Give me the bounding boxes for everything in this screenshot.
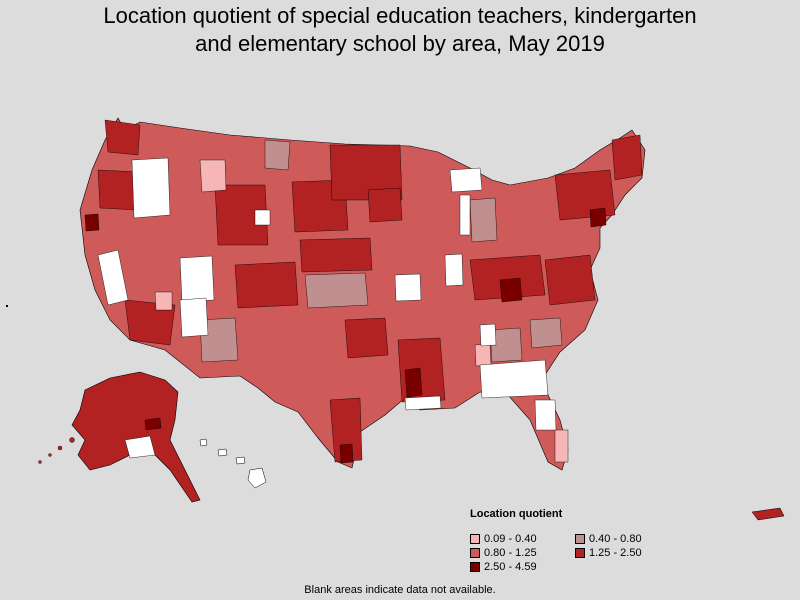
region-alabama-north — [474, 343, 492, 367]
region-nodata-illinois — [444, 253, 464, 287]
legend-label-3: 1.25 - 2.50 — [589, 546, 642, 559]
region-arkansas — [344, 317, 389, 359]
region-ms-delta — [404, 367, 423, 398]
legend-grid: 0.09 - 0.40 0.40 - 0.80 0.80 - 1.25 1.25… — [470, 532, 710, 573]
highest-lq-regions — [84, 207, 607, 464]
region-colorado — [234, 261, 299, 309]
region-nodata-alabama — [479, 323, 497, 347]
region-nebraska — [299, 237, 373, 273]
legend-item-4: 2.50 - 4.59 — [470, 560, 575, 573]
legend-title: Location quotient — [470, 508, 563, 520]
low-lq-regions — [154, 159, 569, 463]
edge-mark — [6, 305, 8, 307]
legend-swatch-0 — [470, 533, 480, 544]
region-nodata-nevada — [179, 255, 215, 303]
high-lq-regions — [97, 119, 643, 463]
legend-item-1: 0.40 - 0.80 — [575, 532, 680, 545]
region-georgia-north — [489, 327, 523, 363]
region-ne-corridor — [589, 207, 607, 228]
region-new-mexico-east — [199, 317, 239, 363]
hawaii-big-island — [247, 467, 267, 489]
region-nodata-michigan-west — [459, 194, 471, 236]
region-utah-south — [154, 291, 173, 311]
region-north-dakota — [329, 144, 403, 201]
map-title: Location quotient of special education t… — [0, 2, 800, 58]
legend-swatch-1 — [575, 533, 585, 544]
hawaii-oahu — [217, 448, 228, 457]
region-nodata-wyoming — [254, 209, 271, 226]
region-nodata-nevada-south — [179, 297, 209, 338]
region-minnesota — [367, 187, 403, 223]
alaska-highest — [144, 417, 162, 431]
legend-swatch-4 — [470, 561, 480, 572]
legend-swatch-2 — [470, 547, 480, 558]
region-washington-west — [104, 119, 141, 156]
legend-item-2: 0.80 - 1.25 — [470, 546, 575, 559]
region-maine — [611, 134, 643, 181]
footnote: Blank areas indicate data not available. — [304, 584, 496, 596]
region-nodata-florida — [534, 399, 557, 431]
region-kansas — [304, 272, 369, 309]
region-idaho-central — [199, 159, 227, 193]
legend-item-0: 0.09 - 0.40 — [470, 532, 575, 545]
legend-label-1: 0.40 - 0.80 — [589, 532, 642, 545]
region-kentucky — [469, 254, 546, 301]
region-ca-inland — [84, 213, 100, 232]
region-south-carolina — [529, 317, 563, 349]
aleutian-islands — [38, 437, 75, 464]
region-nodata-missouri — [394, 273, 422, 302]
region-nodata-ca-central — [97, 249, 129, 306]
legend-item-3: 1.25 - 2.50 — [575, 546, 680, 559]
hawaii — [199, 438, 267, 489]
puerto-rico — [751, 507, 785, 521]
region-michigan — [469, 197, 498, 243]
hawaii-kauai — [199, 438, 208, 447]
alaska-nodata — [124, 435, 156, 459]
region-nodata-gulf — [404, 395, 442, 411]
legend: Location quotient 0.09 - 0.40 0.40 - 0.8… — [470, 508, 710, 573]
region-texas-tip — [339, 443, 354, 464]
legend-swatch-3 — [575, 547, 585, 558]
region-nodata-idaho — [131, 157, 171, 219]
region-florida-south — [554, 429, 569, 463]
region-montana-east — [264, 139, 291, 171]
legend-label-0: 0.09 - 0.40 — [484, 532, 537, 545]
region-new-york — [554, 169, 616, 221]
no-data-regions — [97, 157, 557, 431]
region-texas-south — [329, 397, 363, 463]
hawaii-maui — [235, 456, 246, 465]
legend-label-2: 0.80 - 1.25 — [484, 546, 537, 559]
region-nodata-southeast — [479, 359, 549, 399]
region-virginia — [544, 254, 596, 306]
alaska — [71, 371, 201, 503]
mid-low-lq-regions — [199, 139, 563, 363]
title-line-2: and elementary school by area, May 2019 — [195, 31, 605, 56]
title-line-1: Location quotient of special education t… — [103, 3, 697, 28]
region-west-virginia — [499, 277, 523, 303]
region-nodata-wisconsin — [449, 167, 483, 193]
legend-label-4: 2.50 - 4.59 — [484, 560, 537, 573]
region-wyoming — [214, 184, 269, 246]
